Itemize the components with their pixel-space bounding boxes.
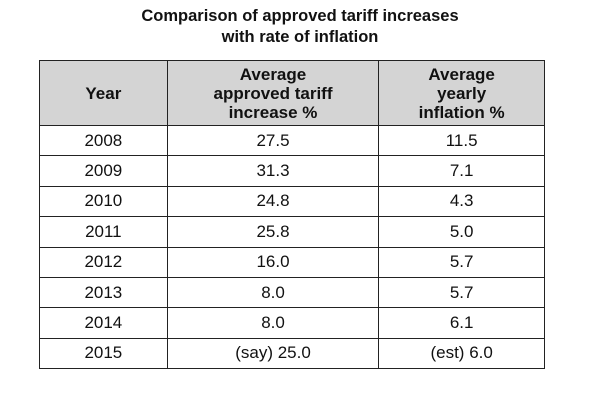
header-inflation: Average yearly inflation % bbox=[378, 60, 545, 126]
cell-year: 2015 bbox=[39, 337, 168, 370]
table-row: 2012 16.0 5.7 bbox=[39, 246, 545, 278]
table-row: 2014 8.0 6.1 bbox=[39, 307, 545, 339]
table-row: 2009 31.3 7.1 bbox=[39, 155, 545, 187]
cell-tariff: 24.8 bbox=[166, 185, 380, 218]
table-body: 2008 27.5 11.5 2009 31.3 7.1 2010 24.8 4… bbox=[39, 124, 545, 370]
header-tariff-line-2: approved tariff bbox=[213, 83, 333, 103]
cell-year: 2010 bbox=[39, 185, 168, 218]
cell-year: 2012 bbox=[39, 246, 168, 278]
cell-tariff: 8.0 bbox=[166, 276, 380, 309]
cell-tariff: 16.0 bbox=[166, 246, 380, 278]
cell-tariff: (say) 25.0 bbox=[166, 337, 380, 370]
table-row: 2011 25.8 5.0 bbox=[39, 216, 545, 248]
cell-inflation: (est) 6.0 bbox=[378, 337, 545, 370]
header-row: Year Average approved tariff increase % … bbox=[39, 60, 545, 126]
header-tariff-line-1: Average bbox=[239, 64, 307, 84]
cell-inflation: 6.1 bbox=[378, 307, 545, 339]
cell-year: 2011 bbox=[39, 216, 168, 248]
cell-inflation: 5.7 bbox=[378, 246, 545, 278]
cell-year: 2014 bbox=[39, 307, 168, 339]
cell-inflation: 7.1 bbox=[378, 155, 545, 187]
title-line-1: Comparison of approved tariff increases bbox=[141, 7, 459, 25]
cell-tariff: 8.0 bbox=[166, 307, 380, 339]
cell-inflation: 4.3 bbox=[378, 185, 545, 218]
tariff-inflation-table: Year Average approved tariff increase % … bbox=[39, 60, 545, 370]
cell-inflation: 5.0 bbox=[378, 216, 545, 248]
cell-year: 2008 bbox=[39, 124, 168, 157]
cell-year: 2009 bbox=[39, 155, 168, 187]
cell-inflation: 11.5 bbox=[378, 124, 545, 157]
header-tariff: Average approved tariff increase % bbox=[166, 60, 380, 126]
header-inflation-line-2: yearly bbox=[437, 83, 487, 103]
cell-tariff: 31.3 bbox=[166, 155, 380, 187]
table-row: 2013 8.0 5.7 bbox=[39, 276, 545, 309]
cell-tariff: 27.5 bbox=[166, 124, 380, 157]
header-inflation-line-1: Average bbox=[428, 64, 495, 84]
cell-inflation: 5.7 bbox=[378, 276, 545, 309]
header-year: Year bbox=[39, 60, 168, 126]
table-title: Comparison of approved tariff increases … bbox=[40, 6, 560, 48]
header-year-line: Year bbox=[85, 83, 122, 103]
table-row: 2015 (say) 25.0 (est) 6.0 bbox=[39, 337, 545, 370]
table-header: Year Average approved tariff increase % … bbox=[39, 60, 545, 126]
cell-year: 2013 bbox=[39, 276, 168, 309]
title-line-2: with rate of inflation bbox=[221, 28, 379, 46]
table-row: 2008 27.5 11.5 bbox=[39, 124, 545, 157]
header-tariff-line-3: increase % bbox=[228, 102, 318, 122]
table-row: 2010 24.8 4.3 bbox=[39, 185, 545, 218]
header-inflation-line-3: inflation % bbox=[418, 102, 505, 122]
cell-tariff: 25.8 bbox=[166, 216, 380, 248]
